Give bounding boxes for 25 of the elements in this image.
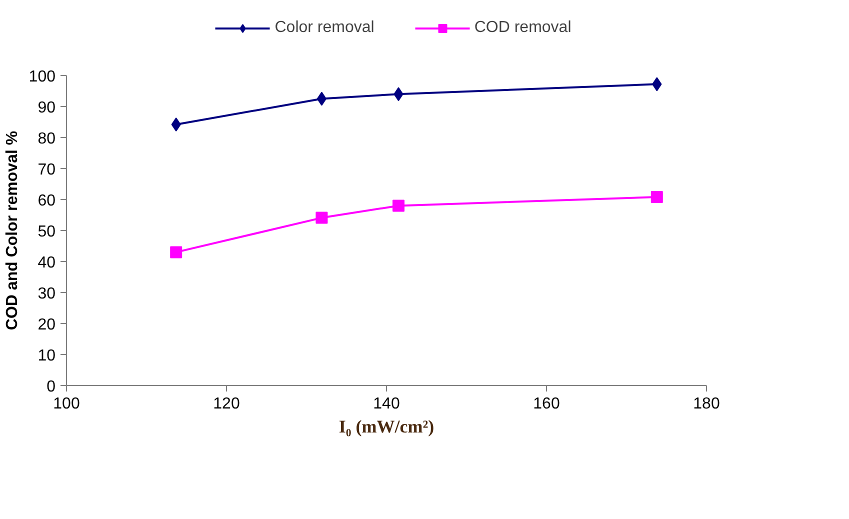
y-tick-label: 100	[28, 68, 56, 86]
y-tick-label: 90	[38, 100, 56, 116]
x-tick-label: 160	[533, 396, 560, 412]
y-tick-label: 0	[46, 378, 56, 396]
x-axis-title: I₀ (mW/cm²)	[338, 416, 434, 436]
y-tick-label: 70	[38, 162, 56, 178]
x-tick-label: 140	[373, 396, 400, 412]
y-tick-label: 20	[38, 316, 56, 334]
y-tick-label: 40	[38, 254, 56, 272]
y-tick-label: 60	[38, 192, 56, 210]
y-axis-title: COD and Color removal %	[4, 130, 21, 330]
point	[170, 246, 182, 258]
x-tick-label: 120	[213, 396, 240, 412]
y-tick-label: 80	[38, 130, 56, 148]
point	[316, 212, 328, 224]
legend-label: COD removal	[474, 18, 572, 36]
x-tick-label: 180	[693, 396, 720, 412]
x-tick-label: 100	[53, 396, 80, 412]
y-tick-label: 10	[38, 348, 56, 364]
point	[650, 191, 663, 204]
point	[392, 200, 404, 212]
y-tick-label: 30	[38, 286, 56, 302]
point	[316, 92, 327, 106]
legend-label: Color removal	[274, 18, 374, 36]
y-tick-label: 50	[38, 224, 56, 240]
